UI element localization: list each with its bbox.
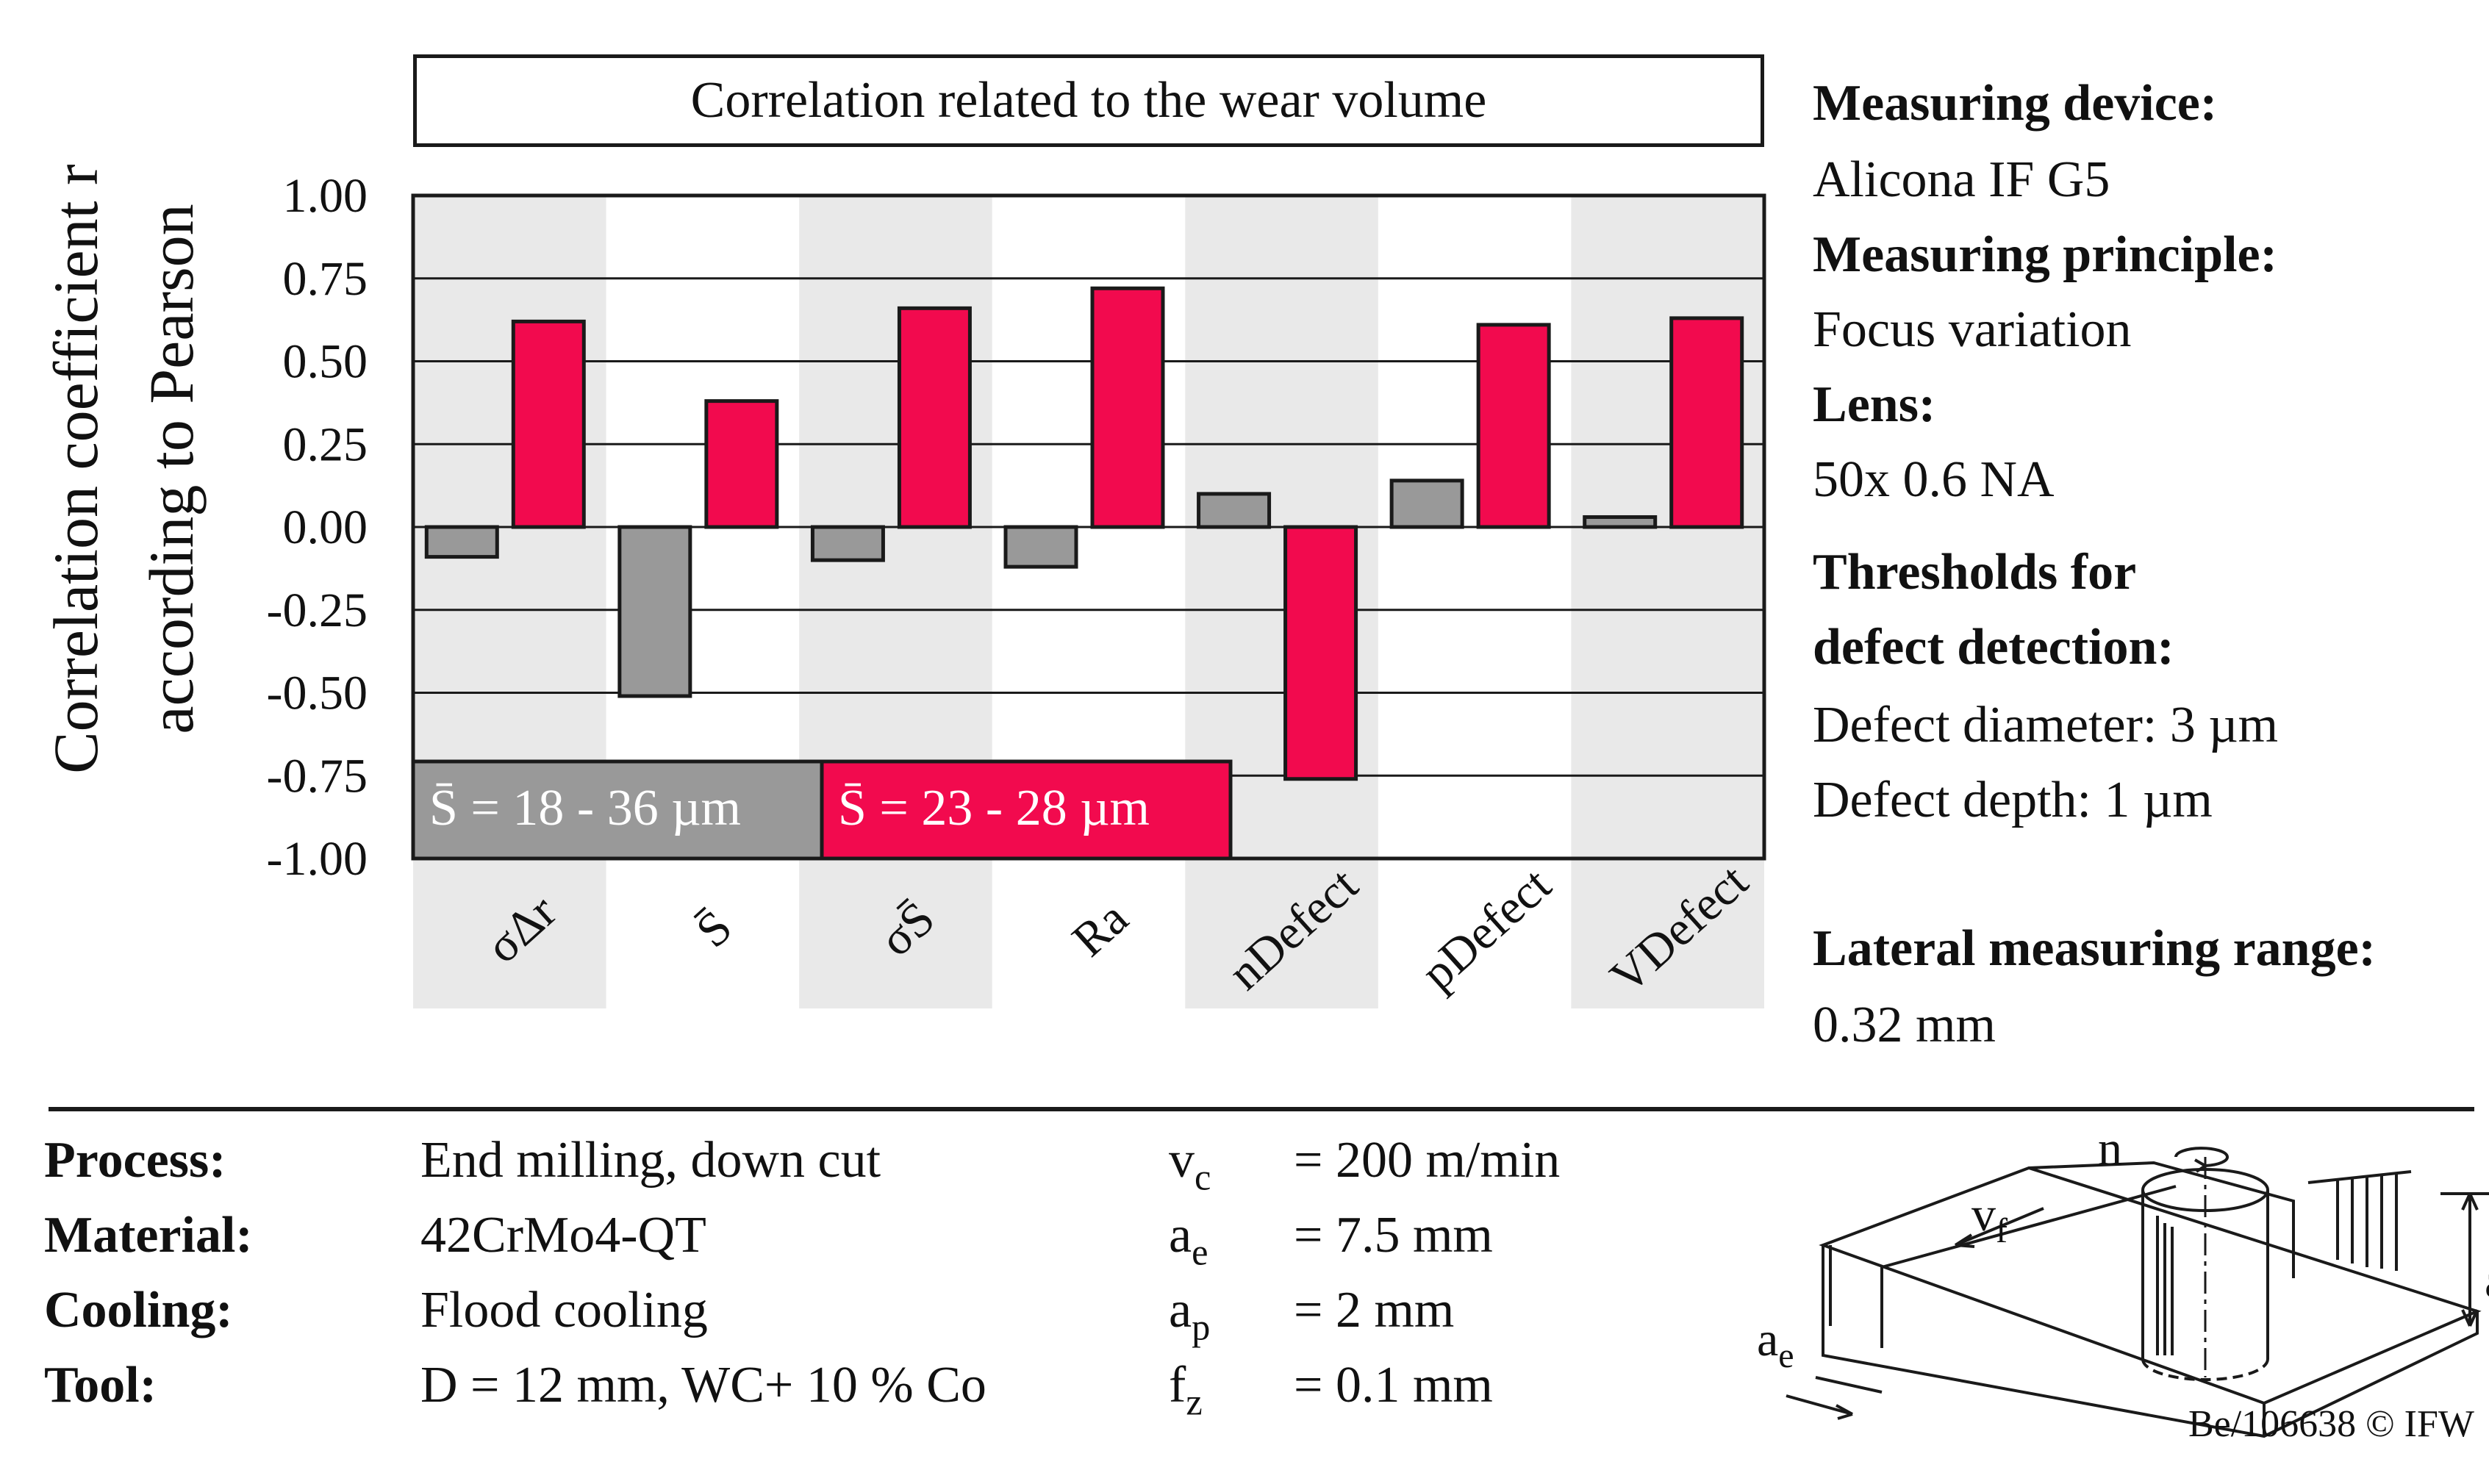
category-band	[413, 196, 606, 1008]
vc-value: = 200 m/min	[1294, 1132, 1561, 1189]
y-tick-label: 0.25	[283, 417, 368, 471]
bar-red	[704, 399, 779, 529]
bar-red	[511, 319, 586, 529]
material-value: 42CrMo4-QT	[420, 1207, 706, 1263]
thresholds-label-2: defect detection:	[1813, 619, 2174, 675]
ae-symbol: ae	[1169, 1207, 1208, 1273]
range-value: 0.32 mm	[1813, 997, 1996, 1053]
legend-swatch	[820, 759, 1233, 861]
ae-value: = 7.5 mm	[1294, 1207, 1493, 1263]
y-tick-label: 1.00	[283, 169, 368, 223]
sketch-vf: vf	[1971, 1188, 2008, 1250]
sketch-ae: ae	[1757, 1313, 1794, 1375]
tool-value: D = 12 mm, WC+ 10 % Co	[420, 1357, 986, 1413]
lens-label: Lens:	[1813, 376, 1936, 433]
sketch-ap: ap	[2485, 1254, 2489, 1316]
y-tick-label: 0.50	[283, 335, 368, 389]
y-tick-label: -0.25	[267, 584, 368, 637]
ap-symbol: ap	[1169, 1282, 1211, 1348]
cooling-label: Cooling:	[44, 1282, 233, 1338]
end-milling-sketch: n vf ap ae	[1757, 1122, 2489, 1438]
defect-diameter: Defect diameter: 3 µm	[1813, 697, 2279, 753]
divider	[49, 1107, 2474, 1111]
chart-title: Correlation related to the wear volume	[413, 54, 1764, 147]
y-tick-label: -1.00	[267, 832, 368, 886]
y-tick-label: -0.75	[267, 749, 368, 803]
bar-red	[1090, 286, 1165, 529]
legend-swatch	[411, 759, 824, 861]
x-tick-label: pDefect	[1411, 858, 1561, 1000]
workpiece-top	[1819, 1166, 2482, 1405]
fz-value: = 0.1 mm	[1294, 1357, 1493, 1413]
bar-gray	[1003, 525, 1078, 569]
process-label: Process:	[44, 1132, 226, 1189]
vc-symbol: vc	[1169, 1132, 1211, 1198]
cooling-value: Flood cooling	[420, 1282, 708, 1338]
bar-chart: 1.00 0.75 0.50 0.25 0.00 -0.25 -0.50 -0.75 -1.00…	[267, 169, 1766, 1008]
y-tick-label: 0.00	[283, 501, 368, 554]
rotation-arrow	[2174, 1147, 2229, 1167]
bar-gray	[1197, 492, 1272, 529]
x-tick-label: S̄	[686, 900, 742, 958]
bar-red	[1283, 525, 1358, 781]
fz-symbol: fz	[1169, 1357, 1203, 1423]
principle-value: Focus variation	[1813, 301, 2132, 358]
bar-gray	[424, 525, 499, 559]
copyright: Be/106638 © IFW	[2188, 1403, 2474, 1445]
legend-label: S̄ = 23 - 28 µm	[838, 780, 1150, 836]
x-tick-label: Ra	[1062, 891, 1138, 967]
process-value: End milling, down cut	[420, 1132, 881, 1189]
bar-red	[1476, 323, 1551, 529]
sketch-n: n	[2098, 1122, 2122, 1175]
feed-arrow	[1955, 1207, 2044, 1247]
y-tick-label: 0.75	[283, 252, 368, 306]
ap-value: = 2 mm	[1294, 1282, 1455, 1338]
bar-red	[1669, 316, 1744, 529]
principle-label: Measuring principle:	[1813, 226, 2277, 283]
bar-gray	[810, 525, 885, 562]
bar-gray	[1583, 515, 1658, 529]
thresholds-label-1: Thresholds for	[1813, 544, 2137, 601]
range-label: Lateral measuring range:	[1813, 920, 2376, 977]
tool-label: Tool:	[44, 1357, 157, 1413]
legend-label: S̄ = 18 - 36 µm	[429, 780, 741, 836]
y-tick-label: -0.50	[267, 667, 368, 720]
device-label: Measuring device:	[1813, 75, 2218, 132]
bar-gray	[1389, 478, 1464, 529]
bar-gray	[617, 525, 692, 698]
defect-depth: Defect depth: 1 µm	[1813, 772, 2213, 828]
bar-red	[897, 306, 972, 529]
device-value: Alicona IF G5	[1813, 151, 2110, 208]
lens-value: 50x 0.6 NA	[1813, 451, 2055, 508]
ae-dimension	[1786, 1394, 1853, 1416]
material-label: Material:	[44, 1207, 253, 1263]
